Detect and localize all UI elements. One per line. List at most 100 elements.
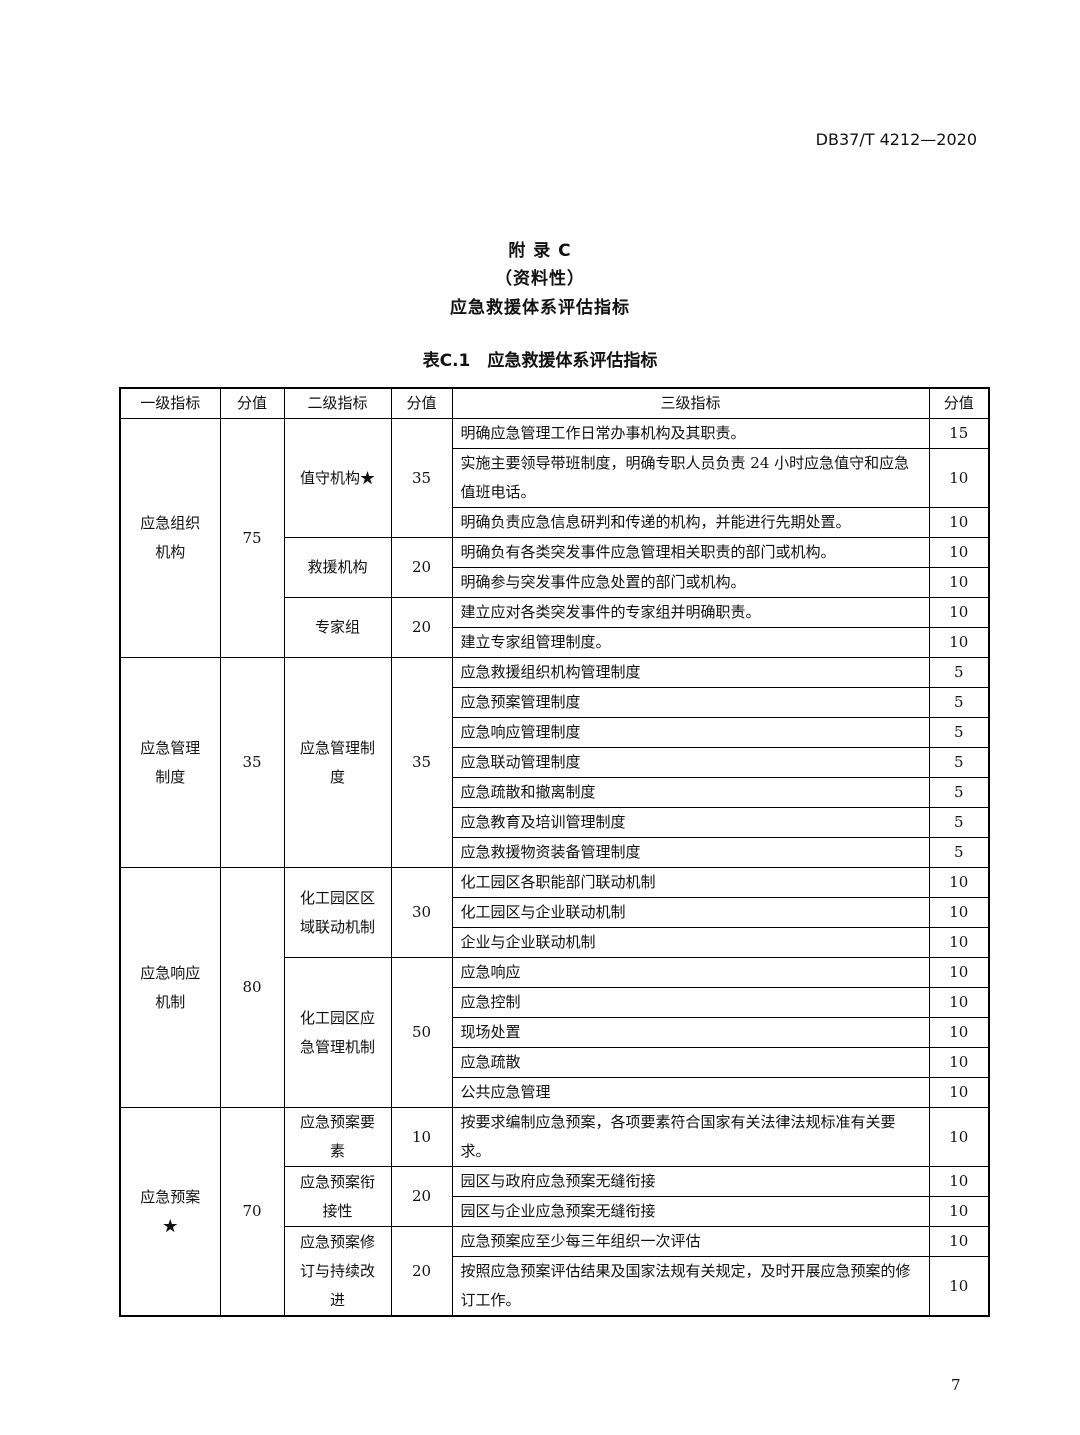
level3-indicator: 按要求编制应急预案，各项要素符合国家有关法律法规标准有关要求。 xyxy=(451,1107,930,1167)
level3-indicator: 明确参与突发事件应急处置的部门或机构。 xyxy=(451,567,930,598)
page-number: 7 xyxy=(951,1376,961,1394)
level2-score: 20 xyxy=(390,537,453,598)
level3-indicator: 建立专家组管理制度。 xyxy=(451,627,930,658)
level2-indicator: 救援机构 xyxy=(283,537,392,598)
level3-score: 5 xyxy=(928,687,990,718)
level3-indicator: 明确负有各类突发事件应急管理相关职责的部门或机构。 xyxy=(451,537,930,568)
level3-score: 10 xyxy=(928,957,990,988)
level2-indicator: 化工园区区域联动机制 xyxy=(283,867,392,958)
level3-indicator: 应急救援组织机构管理制度 xyxy=(451,657,930,688)
level3-score: 10 xyxy=(928,1226,990,1257)
level3-indicator: 化工园区与企业联动机制 xyxy=(451,897,930,928)
level3-indicator: 园区与政府应急预案无缝衔接 xyxy=(451,1166,930,1197)
table-row: 化工园区应急管理机制 50 应急响应 10 xyxy=(120,957,990,1108)
table-row: 园区与企业应急预案无缝衔接 10 xyxy=(120,1196,990,1227)
table-row: 应急响应机制 80 化工园区区域联动机制 30 化工园区各职能部门联动机制 10 xyxy=(119,867,990,1108)
level3-score: 10 xyxy=(928,567,990,598)
table-row: 化工园区与企业联动机制 10 xyxy=(120,897,990,928)
level3-indicator: 公共应急管理 xyxy=(451,1077,930,1108)
table-row: 应急联动管理制度 5 xyxy=(120,747,990,778)
level3-score: 10 xyxy=(928,1077,990,1108)
level3-score: 10 xyxy=(928,627,990,658)
evaluation-table: 一级指标 分值 二级指标 分值 三级指标 分值 应急组织机构 75 值守机构★ 35 明… xyxy=(119,387,990,1317)
level2-indicator: 应急预案衔接性 xyxy=(283,1166,392,1227)
table-row: 企业与企业联动机制 10 xyxy=(120,927,990,958)
level3-score: 15 xyxy=(928,418,990,449)
level2-score: 20 xyxy=(390,1166,453,1227)
col-header: 分值 xyxy=(928,387,990,419)
level3-indicator: 建立应对各类突发事件的专家组并明确职责。 xyxy=(451,597,930,628)
level2-score: 50 xyxy=(390,957,453,1108)
col-header: 一级指标 xyxy=(119,387,221,419)
level3-score: 5 xyxy=(928,747,990,778)
col-header: 二级指标 xyxy=(283,387,392,419)
table-row: 应急教育及培训管理制度 5 xyxy=(120,807,990,838)
level3-indicator: 化工园区各职能部门联动机制 xyxy=(451,867,930,898)
level2-indicator: 专家组 xyxy=(283,597,392,658)
level3-score: 10 xyxy=(928,927,990,958)
level1-score: 75 xyxy=(219,418,285,658)
level2-score: 20 xyxy=(390,1226,453,1317)
table-row: 现场处置 10 xyxy=(120,1017,990,1048)
level3-score: 10 xyxy=(928,867,990,898)
level2-indicator: 应急预案要素 xyxy=(283,1107,392,1167)
level3-indicator: 应急响应 xyxy=(451,957,930,988)
table-row: 应急控制 10 xyxy=(120,987,990,1018)
level3-indicator: 应急预案管理制度 xyxy=(451,687,930,718)
table-row: 建立专家组管理制度。 10 xyxy=(120,627,990,658)
level3-score: 10 xyxy=(928,1196,990,1227)
level3-score: 10 xyxy=(928,1047,990,1078)
level2-score: 35 xyxy=(390,418,453,538)
level3-score: 10 xyxy=(928,987,990,1018)
table-row: 明确负责应急信息研判和传递的机构，并能进行先期处置。 10 xyxy=(120,507,990,538)
level3-score: 10 xyxy=(928,1166,990,1197)
table-row: 应急预案★ 70 应急预案要素 10 按要求编制应急预案，各项要素符合国家有关法律法规标… xyxy=(119,1107,990,1317)
table-row: 应急管理制度 35 应急管理制度 35 应急救援组织机构管理制度 5 xyxy=(119,657,990,868)
level3-indicator: 应急教育及培训管理制度 xyxy=(451,807,930,838)
level1-indicator: 应急预案★ xyxy=(119,1107,221,1317)
level1-indicator: 应急组织机构 xyxy=(119,418,221,658)
level3-score: 10 xyxy=(928,537,990,568)
level3-indicator: 应急救援物资装备管理制度 xyxy=(451,837,930,868)
level2-indicator: 应急预案修订与持续改进 xyxy=(283,1226,392,1317)
level3-score: 10 xyxy=(928,448,990,508)
col-header: 分值 xyxy=(219,387,285,419)
standard-number: DB37/T 4212—2020 xyxy=(815,130,977,149)
table-row: 应急疏散和撤离制度 5 xyxy=(120,777,990,808)
table-row: 应急疏散 10 xyxy=(120,1047,990,1078)
level3-indicator: 明确负责应急信息研判和传递的机构，并能进行先期处置。 xyxy=(451,507,930,538)
level1-indicator: 应急管理制度 xyxy=(119,657,221,868)
level3-score: 5 xyxy=(928,657,990,688)
level3-indicator: 应急响应管理制度 xyxy=(451,717,930,748)
level3-score: 10 xyxy=(928,507,990,538)
level3-score: 10 xyxy=(928,1107,990,1167)
level3-score: 10 xyxy=(928,1017,990,1048)
level3-indicator: 应急疏散和撤离制度 xyxy=(451,777,930,808)
level3-score: 10 xyxy=(928,897,990,928)
level3-score: 10 xyxy=(928,597,990,628)
level1-score: 70 xyxy=(219,1107,285,1317)
level2-indicator: 应急管理制度 xyxy=(283,657,392,868)
level2-score: 35 xyxy=(390,657,453,868)
appendix-name: 应急救援体系评估指标 xyxy=(450,298,630,318)
level3-indicator: 现场处置 xyxy=(451,1017,930,1048)
appendix-title: 附 录 C xyxy=(508,241,572,261)
col-header: 三级指标 xyxy=(451,387,930,419)
table-caption: 表C.1 应急救援体系评估指标 xyxy=(422,351,658,371)
table-row: 公共应急管理 10 xyxy=(120,1077,990,1108)
level1-indicator: 应急响应机制 xyxy=(119,867,221,1108)
level3-indicator: 企业与企业联动机制 xyxy=(451,927,930,958)
level3-indicator: 明确应急管理工作日常办事机构及其职责。 xyxy=(451,418,930,449)
table-row: 应急组织机构 75 值守机构★ 35 明确应急管理工作日常办事机构及其职责。 15 xyxy=(119,418,990,658)
level3-score: 10 xyxy=(928,1256,990,1317)
level3-score: 5 xyxy=(928,807,990,838)
table-row: 应急救援物资装备管理制度 5 xyxy=(120,837,990,868)
level2-score: 10 xyxy=(390,1107,453,1167)
table-row: 应急预案管理制度 5 xyxy=(120,687,990,718)
appendix-nature: （资料性） xyxy=(495,269,585,289)
level3-score: 5 xyxy=(928,777,990,808)
level2-score: 30 xyxy=(390,867,453,958)
table-row: 应急响应管理制度 5 xyxy=(120,717,990,748)
level2-score: 20 xyxy=(390,597,453,658)
col-header: 分值 xyxy=(390,387,453,419)
